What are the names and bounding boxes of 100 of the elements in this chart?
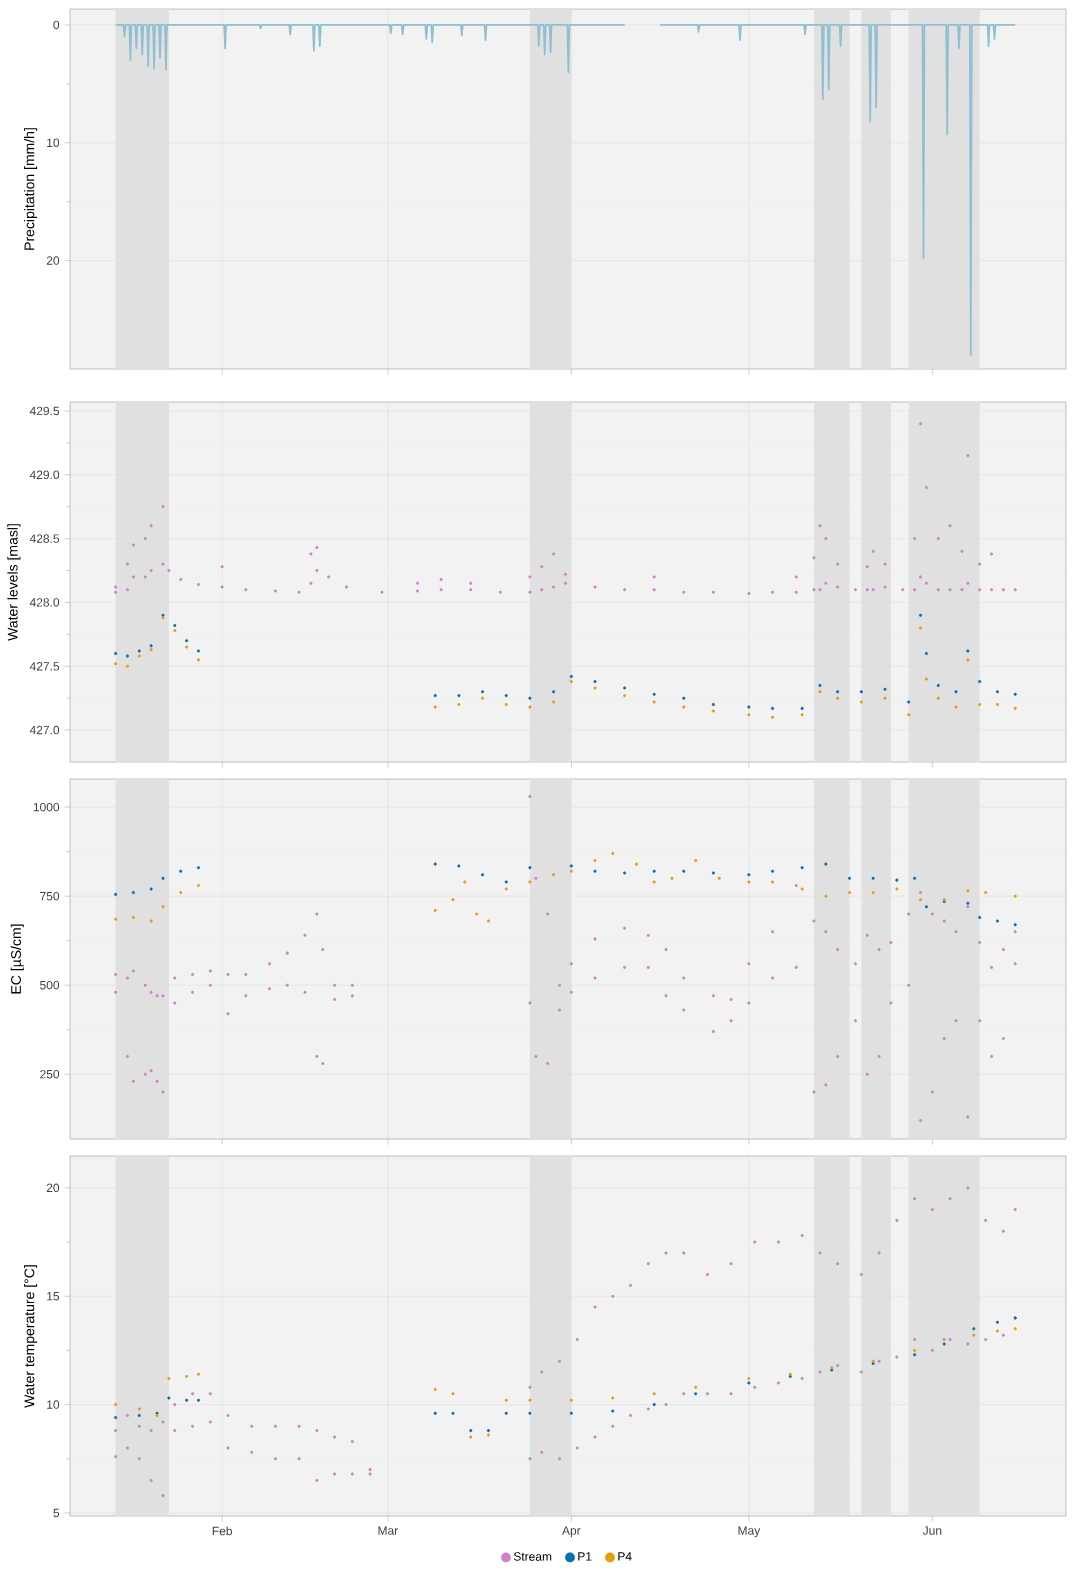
point (185, 639, 189, 643)
point (652, 880, 656, 884)
point (995, 1329, 999, 1333)
point (433, 908, 437, 912)
point (593, 869, 597, 873)
point (859, 700, 863, 704)
point (173, 623, 177, 627)
y-tick-label: 0 (53, 20, 60, 30)
point (924, 677, 928, 681)
point (528, 866, 532, 870)
point (924, 651, 928, 656)
point (552, 700, 556, 704)
point (1013, 692, 1017, 696)
point (747, 880, 751, 884)
point (623, 871, 627, 875)
y-tick-label: 427.5 (29, 662, 60, 671)
point (196, 1372, 201, 1376)
point (593, 680, 597, 684)
point (972, 1327, 976, 1331)
point (800, 866, 804, 870)
point (528, 880, 532, 884)
point (871, 876, 875, 880)
point (717, 876, 721, 880)
point (847, 876, 852, 880)
point (836, 696, 840, 700)
point (634, 862, 638, 866)
x-tick-label: Jun (922, 1526, 942, 1535)
x-tick-label: May (738, 1526, 761, 1538)
point (623, 686, 627, 690)
y-axis-title: Precipitation [mm/h] (24, 128, 38, 250)
y-tick-label: 10 (47, 138, 60, 148)
y-tick-label: 1000 (33, 802, 60, 812)
point (137, 654, 141, 658)
point (966, 889, 970, 893)
point (924, 905, 928, 909)
point (747, 1381, 751, 1385)
point (978, 915, 982, 920)
point (114, 1403, 118, 1407)
point (966, 901, 970, 905)
point (457, 864, 461, 868)
point (978, 703, 982, 707)
point (995, 919, 999, 923)
point (995, 703, 999, 707)
point (611, 1396, 615, 1400)
point (818, 690, 822, 694)
point (747, 1377, 751, 1381)
point (652, 700, 656, 704)
point (800, 887, 804, 891)
point (694, 1385, 698, 1389)
point (611, 851, 615, 855)
point (984, 891, 988, 895)
point (125, 654, 129, 658)
y-tick-label: 429.5 (29, 406, 60, 416)
point (593, 859, 597, 863)
point (936, 696, 940, 700)
point (196, 1398, 201, 1402)
point (1013, 923, 1017, 927)
point (682, 696, 686, 700)
point (114, 662, 118, 666)
point (463, 880, 467, 884)
point (942, 1338, 946, 1342)
point (682, 869, 686, 873)
point (504, 880, 508, 884)
y-tick-label: 250 (40, 1069, 60, 1079)
point (942, 1342, 946, 1346)
y-tick-label: 20 (46, 256, 60, 265)
point (711, 709, 715, 713)
point (818, 683, 822, 687)
point (652, 1403, 656, 1407)
point (652, 692, 656, 696)
point (185, 645, 189, 649)
point (475, 912, 479, 916)
point (149, 644, 153, 648)
point (137, 1407, 141, 1411)
point (966, 649, 970, 653)
point (114, 1416, 118, 1420)
point (771, 880, 775, 884)
point (1013, 706, 1017, 710)
point (883, 696, 887, 700)
point (836, 690, 840, 694)
point (824, 894, 828, 898)
point (824, 862, 828, 866)
point (173, 628, 177, 633)
point (871, 891, 875, 895)
point (481, 873, 485, 877)
point (1013, 894, 1017, 898)
legend-label: P1 (578, 1552, 592, 1561)
point (747, 705, 751, 709)
x-tick-label: Apr (562, 1526, 581, 1538)
point (847, 891, 852, 895)
point (913, 1348, 917, 1352)
point (995, 1320, 999, 1324)
y-tick-label: 10 (47, 1400, 60, 1409)
point (1013, 1327, 1017, 1331)
point (185, 1398, 189, 1402)
point (918, 626, 923, 630)
point (593, 686, 597, 690)
y-tick-label: 500 (40, 980, 60, 990)
point (711, 703, 715, 707)
y-tick-label: 427.0 (29, 725, 60, 735)
